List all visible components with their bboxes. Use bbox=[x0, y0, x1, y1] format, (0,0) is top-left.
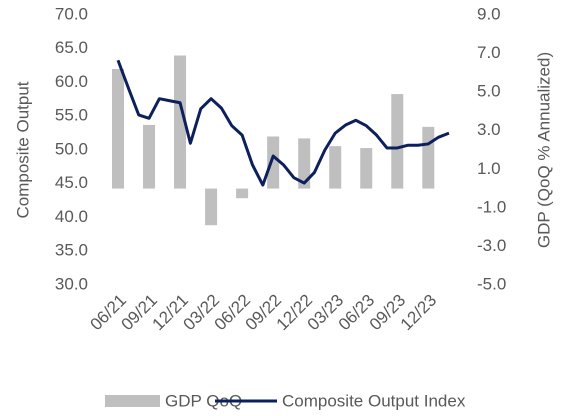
y2-tick-label: -3.0 bbox=[477, 236, 506, 255]
y2-axis-label: GDP (QoQ % Annualized) bbox=[534, 52, 553, 248]
bar bbox=[174, 55, 187, 189]
y2-tick-label: -5.0 bbox=[477, 274, 506, 293]
bar bbox=[267, 136, 280, 189]
bar bbox=[236, 188, 249, 199]
y-tick-label: 50.0 bbox=[55, 139, 88, 158]
bar bbox=[422, 126, 435, 189]
y2-tick-label: 1.0 bbox=[477, 159, 501, 178]
line bbox=[116, 59, 450, 187]
y2-tick-label: 3.0 bbox=[477, 120, 501, 139]
y2-tick-label: 9.0 bbox=[477, 4, 501, 23]
bar bbox=[360, 148, 373, 189]
y-tick-label: 60.0 bbox=[55, 72, 88, 91]
bar bbox=[329, 146, 342, 189]
y-tick-label: 45.0 bbox=[55, 173, 88, 192]
y-axis-label: Composite Output bbox=[13, 81, 32, 218]
y-tick-label: 70.0 bbox=[55, 4, 88, 23]
y-tick-label: 35.0 bbox=[55, 241, 88, 260]
y-tick-label: 40.0 bbox=[55, 207, 88, 226]
bar bbox=[205, 188, 218, 226]
bar bbox=[143, 124, 156, 189]
legend-swatch bbox=[105, 395, 160, 407]
y-tick-label: 55.0 bbox=[55, 106, 88, 125]
bar bbox=[298, 138, 311, 189]
bar bbox=[391, 94, 404, 189]
bar bbox=[112, 69, 124, 189]
y2-tick-label: -1.0 bbox=[477, 197, 506, 216]
legend-label: GDP QoQ bbox=[165, 391, 242, 410]
y-tick-label: 30.0 bbox=[55, 274, 88, 293]
y2-tick-label: 5.0 bbox=[477, 82, 501, 101]
legend-label: Composite Output Index bbox=[282, 391, 466, 410]
y2-tick-label: 7.0 bbox=[477, 43, 501, 62]
y-tick-label: 65.0 bbox=[55, 38, 88, 57]
x-tick-label: 12/23 bbox=[397, 291, 441, 335]
